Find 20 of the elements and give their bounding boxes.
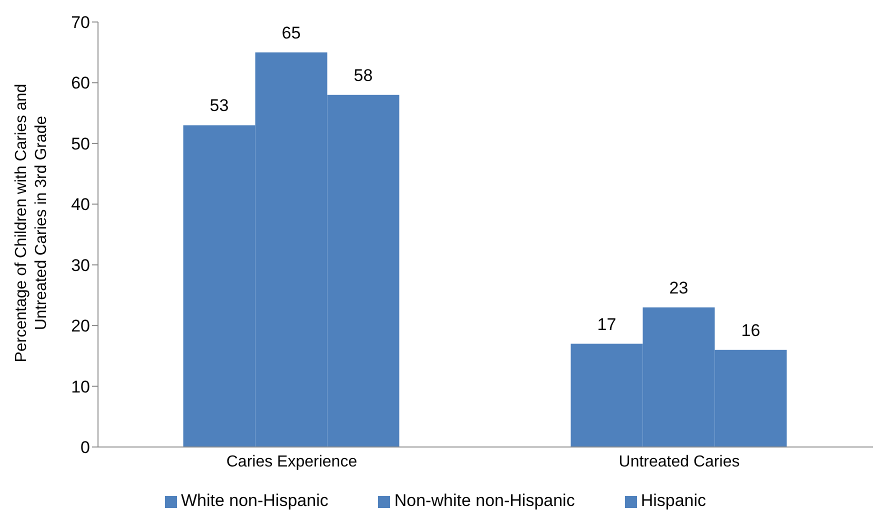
data-label: 16 xyxy=(741,320,760,340)
y-tick-label: 30 xyxy=(71,256,90,275)
y-tick-label: 70 xyxy=(71,13,90,32)
x-tick-label: Untreated Caries xyxy=(618,453,740,470)
y-tick-label: 20 xyxy=(71,316,90,336)
y-tick-label: 0 xyxy=(80,438,90,458)
y-axis-title: Percentage of Children with Caries and Untreated Caries in 3rd Grade xyxy=(13,84,50,362)
legend-label: White non-Hispanic xyxy=(180,491,328,510)
y-tick-label: 40 xyxy=(71,195,90,214)
data-label: 65 xyxy=(282,23,301,42)
legend-label: Hispanic xyxy=(640,491,706,510)
data-label: 53 xyxy=(210,96,229,116)
legend-label: Non-white non-Hispanic xyxy=(394,491,575,510)
y-tick-label: 10 xyxy=(71,377,90,396)
data-label: 17 xyxy=(597,314,616,334)
y-tick-label: 60 xyxy=(71,74,90,93)
data-label: 23 xyxy=(669,278,688,298)
x-tick-label: Caries Experience xyxy=(226,453,358,470)
data-label: 58 xyxy=(354,66,373,85)
y-tick-label: 50 xyxy=(71,134,90,154)
